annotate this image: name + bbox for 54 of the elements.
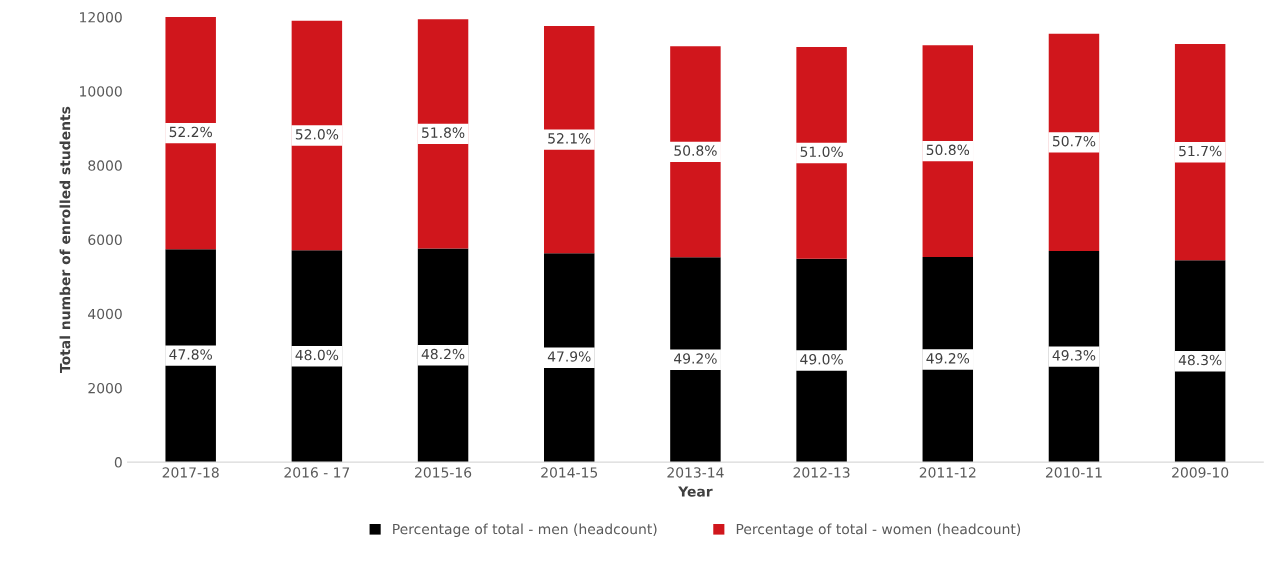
bar bbox=[670, 257, 721, 463]
annotation: 50.7% bbox=[1052, 135, 1096, 147]
y-tick-label: 2000 bbox=[88, 382, 122, 394]
annotation: 47.8% bbox=[169, 349, 212, 360]
y-tick-label: 8000 bbox=[88, 160, 122, 171]
x-tick-label: 2013-14 bbox=[667, 467, 724, 478]
x-tick-label: 2011-12 bbox=[919, 467, 976, 478]
legend-label: Percentage of total - men (headcount) bbox=[393, 523, 657, 538]
y-tick-label: 0 bbox=[114, 457, 122, 468]
x-axis-title: Year bbox=[678, 486, 713, 497]
x-tick-label: 2012-13 bbox=[793, 467, 850, 478]
bar bbox=[544, 25, 595, 254]
annotation: 48.3% bbox=[1178, 354, 1222, 366]
annotation: 48.2% bbox=[421, 348, 465, 360]
annotation: 50.8% bbox=[674, 145, 717, 156]
bar bbox=[291, 20, 343, 251]
annotation: 48.0% bbox=[295, 349, 339, 361]
annotation: 52.0% bbox=[295, 129, 339, 140]
y-axis-title: Total number of enrolled students bbox=[59, 106, 71, 373]
bar bbox=[1048, 33, 1100, 252]
y-tick-label: 10000 bbox=[80, 86, 122, 97]
y-tick-label: 6000 bbox=[88, 234, 122, 246]
bar bbox=[417, 248, 469, 463]
annotation: 47.9% bbox=[547, 351, 591, 362]
x-tick-label: 2010-11 bbox=[1045, 467, 1102, 478]
annotation: 51.7% bbox=[1179, 145, 1222, 157]
bar bbox=[796, 258, 847, 463]
annotation: 49.3% bbox=[1052, 350, 1096, 361]
annotation: 52.1% bbox=[548, 133, 591, 144]
bar bbox=[291, 250, 343, 463]
bar bbox=[670, 46, 721, 258]
x-tick-label: 2015-16 bbox=[415, 467, 472, 478]
x-tick-label: 2009-10 bbox=[1172, 467, 1229, 478]
annotation: 51.0% bbox=[800, 146, 843, 157]
bar bbox=[922, 45, 974, 257]
annotation: 50.8% bbox=[926, 144, 970, 156]
annotation: 52.2% bbox=[169, 126, 212, 138]
annotation: 49.2% bbox=[674, 353, 717, 364]
x-tick-label: 2014-15 bbox=[541, 467, 598, 478]
bar bbox=[165, 249, 216, 463]
bar bbox=[1174, 260, 1226, 463]
legend-label: Percentage of total - women (headcount) bbox=[736, 523, 1021, 538]
bar bbox=[165, 17, 216, 250]
annotation: 51.8% bbox=[422, 127, 465, 138]
bar bbox=[1174, 44, 1226, 261]
annotation: 49.0% bbox=[800, 354, 843, 365]
x-tick-label: 2017-18 bbox=[162, 467, 219, 478]
bar bbox=[417, 19, 469, 249]
annotation: 49.2% bbox=[926, 353, 970, 364]
bar bbox=[1048, 251, 1100, 463]
y-tick-label: 12000 bbox=[80, 11, 122, 23]
bar bbox=[796, 47, 847, 259]
y-tick-label: 4000 bbox=[88, 308, 122, 320]
x-tick-label: 2016 - 17 bbox=[284, 467, 350, 478]
